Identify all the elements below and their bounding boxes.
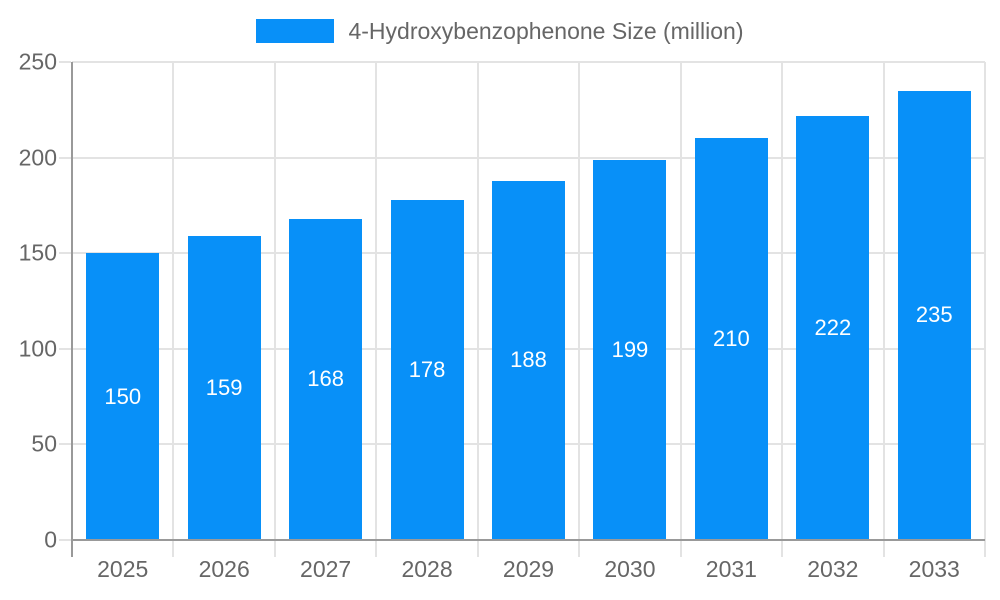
bar: 210 xyxy=(694,138,768,540)
y-tick-label: 100 xyxy=(18,335,57,362)
x-tick-label: 2029 xyxy=(502,556,555,582)
bar-value-label: 168 xyxy=(307,366,344,392)
legend-item[interactable]: 4-Hydroxybenzophenone Size (million) xyxy=(0,18,1000,44)
x-tick-label: 2028 xyxy=(401,556,453,582)
y-tick-label: 0 xyxy=(44,526,57,553)
x-tick-label: 2025 xyxy=(97,556,149,582)
bar-value-label: 150 xyxy=(104,383,142,409)
x-axis-tick xyxy=(273,540,276,557)
y-axis-tick xyxy=(59,252,71,255)
bar: 168 xyxy=(289,218,363,540)
x-axis-tick xyxy=(375,540,378,557)
gridline-horizontal xyxy=(72,156,985,159)
bar: 199 xyxy=(593,159,667,540)
x-tick-label: 2033 xyxy=(908,556,960,582)
x-tick-label: 2030 xyxy=(604,556,656,582)
x-axis-tick xyxy=(882,540,885,557)
y-tick-label: 50 xyxy=(31,430,57,457)
bar: 159 xyxy=(187,236,261,540)
bar-value-label: 178 xyxy=(408,356,446,382)
x-axis-tick xyxy=(679,540,682,557)
y-axis-line xyxy=(71,62,73,557)
bar: 235 xyxy=(897,90,971,540)
legend-label: 4-Hydroxybenzophenone Size (million) xyxy=(348,18,744,44)
gridline-vertical xyxy=(882,62,885,540)
bar: 150 xyxy=(86,253,160,540)
y-tick-label: 250 xyxy=(18,48,57,75)
y-axis-tick xyxy=(59,156,71,159)
x-axis-tick xyxy=(172,540,175,557)
gridline-vertical xyxy=(273,62,276,540)
y-tick-label: 150 xyxy=(18,239,57,266)
x-tick-label: 2031 xyxy=(705,556,757,582)
x-axis-tick xyxy=(578,540,581,557)
x-tick-label: 2026 xyxy=(198,556,250,582)
x-axis-tick xyxy=(781,540,784,557)
gridline-vertical xyxy=(172,62,175,540)
bar-value-label: 199 xyxy=(611,336,649,362)
y-axis-tick xyxy=(59,443,71,446)
gridline-vertical xyxy=(476,62,479,540)
gridline-vertical xyxy=(679,62,682,540)
bar: 178 xyxy=(390,199,464,540)
gridline-vertical xyxy=(578,62,581,540)
legend-swatch-icon xyxy=(256,19,335,43)
gridline-vertical xyxy=(375,62,378,540)
bar: 222 xyxy=(796,115,870,540)
y-axis-tick xyxy=(59,539,71,541)
bar-value-label: 222 xyxy=(814,314,852,340)
x-tick-label: 2032 xyxy=(807,556,859,582)
bar-value-label: 159 xyxy=(205,375,243,400)
x-axis-tick xyxy=(984,540,986,557)
bar-value-label: 210 xyxy=(713,326,750,352)
x-axis-tick xyxy=(476,540,479,557)
bar: 188 xyxy=(491,180,565,540)
x-axis-line xyxy=(72,539,985,541)
x-tick-label: 2027 xyxy=(300,556,352,582)
y-axis-tick xyxy=(59,61,71,63)
y-tick-label: 200 xyxy=(18,144,57,171)
bar-value-label: 235 xyxy=(915,302,953,328)
bar-value-label: 188 xyxy=(510,347,547,373)
gridline-horizontal xyxy=(72,61,985,63)
plot-area: 0 50 100 150 200 250 150 2025 159 2026 168 2027 178 2… xyxy=(19,49,986,582)
gridline-vertical xyxy=(781,62,784,540)
gridline-vertical xyxy=(984,62,986,540)
y-axis-tick xyxy=(59,347,71,350)
